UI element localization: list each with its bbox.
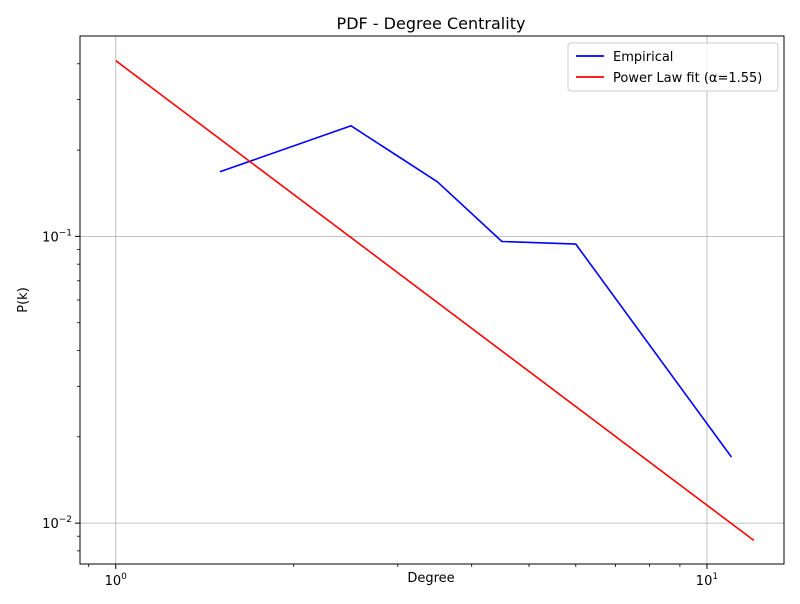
x-tick-label: 100 <box>105 572 128 589</box>
y-tick-exponent: −2 <box>59 515 72 525</box>
y-tick-exponent: −1 <box>59 228 72 238</box>
legend-label-power-law: Power Law fit (α=1.55) <box>613 71 762 86</box>
y-tick-label: 10−2 <box>42 515 72 532</box>
x-tick-exponent: 0 <box>121 572 127 582</box>
x-tick-label: 101 <box>696 572 718 589</box>
series-line-power-law-fit <box>115 60 755 542</box>
plot-frame <box>79 35 785 565</box>
y-tick-label: 10−1 <box>42 228 72 245</box>
legend-frame <box>567 42 779 92</box>
legend-label-empirical: Empirical <box>613 50 673 65</box>
series-line-empirical <box>219 125 733 458</box>
legend: Empirical Power Law fit (α=1.55) <box>567 42 779 92</box>
x-axis-label: Degree <box>407 571 454 586</box>
y-axis-label: P(k) <box>16 287 31 313</box>
x-tick-base: 10 <box>696 574 713 589</box>
chart-title: PDF - Degree Centrality <box>337 14 526 33</box>
series-layer <box>115 60 755 542</box>
x-tick-base: 10 <box>105 574 122 589</box>
x-tick-exponent: 1 <box>712 572 718 582</box>
y-tick-base: 10 <box>42 230 59 245</box>
grid <box>80 36 784 564</box>
y-tick-base: 10 <box>42 517 59 532</box>
